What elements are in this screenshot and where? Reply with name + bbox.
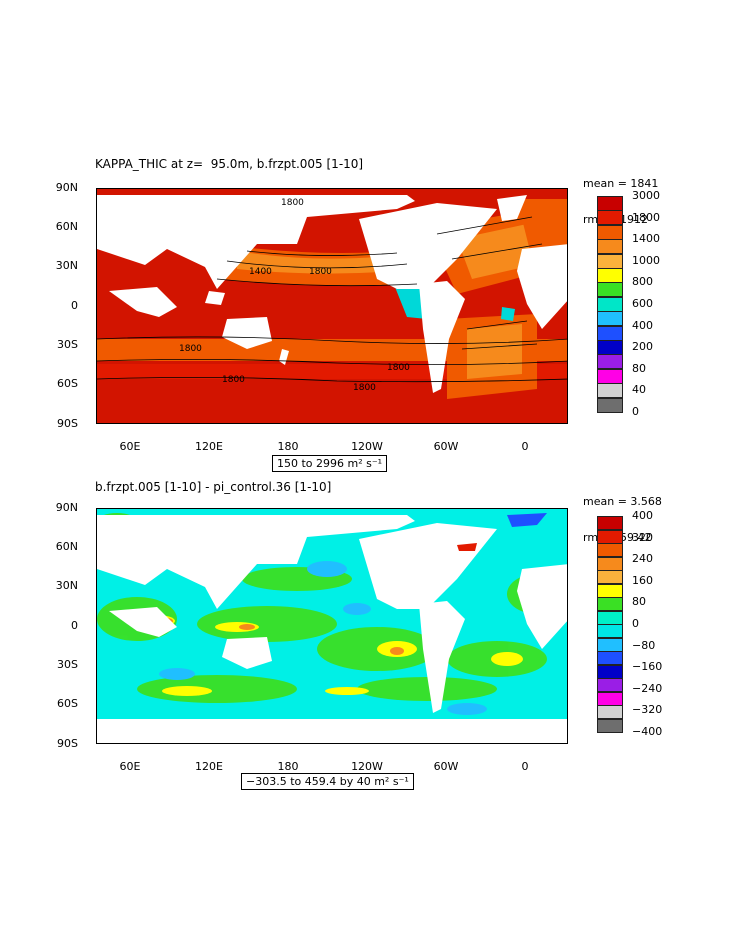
legend-swatch [597,311,623,327]
legend-label: 800 [632,275,653,289]
legend-swatch [597,624,623,638]
legend-swatch [597,268,623,283]
lon-label: 0 [521,760,529,773]
lon-label: 60E [119,760,141,773]
legend-label: 40 [632,383,646,397]
map-field [97,509,567,743]
lon-label: 0 [521,440,529,453]
legend-swatch [597,664,623,679]
legend-swatch [597,651,623,665]
legend-label: 240 [632,552,653,566]
legend-swatch [597,340,623,355]
legend-label: 80 [632,595,646,609]
legend-swatch [597,368,623,384]
lon-label: 180 [277,440,299,453]
legend-swatch [597,529,623,544]
map-field [97,189,567,423]
panel-title: b.frzpt.005 [1-10] - pi_control.36 [1-10… [95,480,332,494]
lat-label: 90S [57,417,78,430]
legend-swatch [597,239,623,255]
legend-swatch [597,705,623,719]
legend-swatch [597,597,623,611]
legend-label: 400 [632,509,653,522]
legend-swatch [597,637,623,652]
legend-label: 320 [632,530,653,544]
lon-label: 120E [195,440,223,453]
lon-label: 120E [195,760,223,773]
lat-label: 30N [55,259,78,272]
lat-label: 0 [71,299,78,312]
legend-swatch [597,224,623,240]
lon-label: 120W [351,440,383,453]
legend-swatch [597,397,623,413]
contour-label: 1800 [281,198,304,208]
lat-label: 30S [57,338,78,351]
legend-label: 3000 [632,189,660,202]
legend-swatch [597,543,623,557]
lat-label: 0 [71,619,78,632]
legend-label: −400 [632,725,663,738]
range-box: 150 to 2996 m² s⁻¹ [272,455,388,472]
legend-label: 200 [632,340,653,354]
legend-label: 0 [632,617,639,630]
lat-label: 60N [55,220,78,233]
legend-label: 1000 [632,253,660,267]
legend-swatch [597,296,623,312]
legend-swatch [597,556,623,571]
mean-value: mean = 1841 [583,177,659,190]
contour-label: 1400 [249,267,272,277]
legend-label: 1400 [632,232,660,246]
lon-label: 180 [277,760,299,773]
legend-label: −80 [632,638,656,652]
panel-title: KAPPA_THIC at z= 95.0m, b.frzpt.005 [1-1… [95,157,364,171]
legend-label: −240 [632,681,663,695]
legend-label: −320 [632,703,663,717]
panel-difference: b.frzpt.005 [1-10] - pi_control.36 [1-10… [0,460,733,790]
legend-swatch [597,610,623,625]
legend-label: 1800 [632,210,660,224]
legend-swatch [597,516,623,530]
contour-label: 1800 [309,267,332,277]
legend-swatch [597,383,623,399]
lon-label: 120W [351,760,383,773]
legend-label: 0 [632,405,639,418]
contour-label: 1800 [387,363,410,373]
contour-label: 1800 [222,375,245,385]
legend-swatch [597,691,623,706]
legend-swatch [597,282,623,298]
lon-label: 60W [433,440,459,453]
legend-swatch [597,678,623,692]
legend-label: 600 [632,297,653,310]
legend-label: 80 [632,361,646,375]
lat-label: 30N [55,579,78,592]
legend-label: −160 [632,660,663,674]
lat-label: 30S [57,658,78,671]
lon-label: 60W [433,760,459,773]
map-plot [96,508,568,744]
contour-label: 1800 [179,344,202,354]
legend-swatch [597,718,623,733]
lat-label: 90S [57,737,78,750]
lat-label: 60S [57,377,78,390]
contour-label: 1800 [353,383,376,393]
legend-swatch [597,196,623,211]
lat-label: 60N [55,540,78,553]
legend-label: 160 [632,573,653,587]
range-box: −303.5 to 459.4 by 40 m² s⁻¹ [241,773,414,790]
panel-kappa-thic: KAPPA_THIC at z= 95.0m, b.frzpt.005 [1-1… [0,140,733,472]
lon-label: 60E [119,440,141,453]
legend-swatch [597,354,623,370]
legend-swatch [597,210,623,226]
legend-label: 400 [632,318,653,332]
lat-label: 60S [57,697,78,710]
legend-swatch [597,570,623,584]
legend-swatch [597,253,623,269]
mean-value: mean = 3.568 [583,495,662,508]
map-plot: 1800 1400 1800 1800 1800 1800 1800 [96,188,568,424]
legend-swatch [597,325,623,341]
legend-swatch [597,583,623,598]
lat-label: 90N [55,501,78,514]
lat-label: 90N [55,181,78,194]
